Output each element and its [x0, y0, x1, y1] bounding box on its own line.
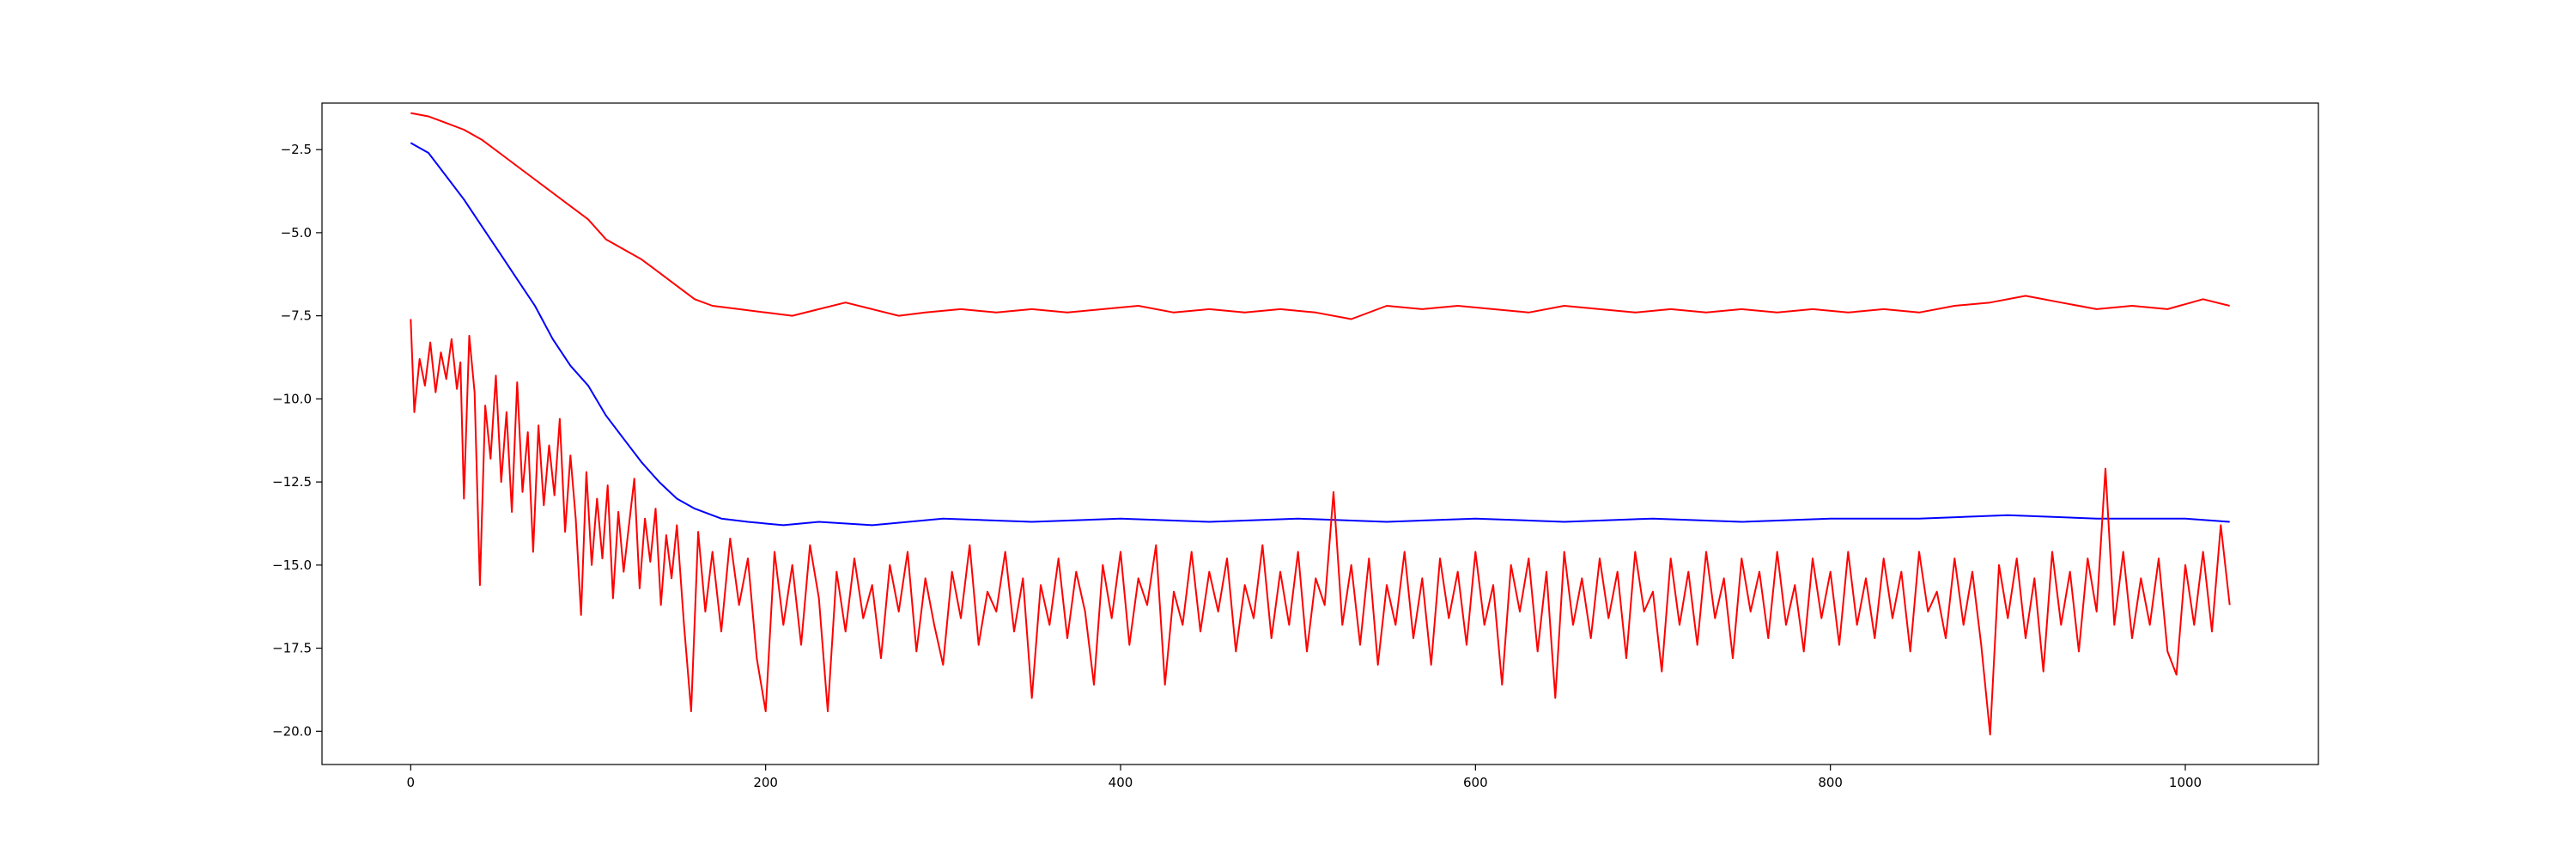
x-tick-label: 400: [1109, 775, 1133, 790]
y-tick-label: −7.5: [281, 308, 312, 324]
series-line-3: [410, 319, 2231, 736]
x-tick-label: 1000: [2169, 775, 2202, 790]
y-tick-label: −5.0: [281, 225, 312, 241]
plot-area: [322, 103, 2318, 765]
x-tick-label: 800: [1818, 775, 1843, 790]
y-tick-label: −20.0: [272, 723, 312, 739]
series-line-2: [410, 142, 2230, 527]
y-tick-label: −2.5: [281, 142, 312, 157]
plot-frame: [321, 102, 2319, 765]
x-axis: 0 200 400 600 800 1000: [407, 765, 2202, 790]
y-tick-label: −10.0: [272, 391, 312, 406]
series-layer: [410, 112, 2231, 736]
x-tick-label: 200: [753, 775, 778, 790]
y-tick-label: −12.5: [272, 474, 312, 490]
y-tick-label: −17.5: [272, 641, 312, 656]
y-tick-label: −15.0: [272, 557, 312, 573]
series-line-1: [410, 112, 2230, 320]
y-axis: −2.5 −5.0 −7.5 −10.0 −12.5 −15.0 −17.5 −20.0: [272, 142, 322, 739]
x-tick-label: 0: [407, 775, 416, 790]
x-tick-label: 600: [1463, 775, 1488, 790]
